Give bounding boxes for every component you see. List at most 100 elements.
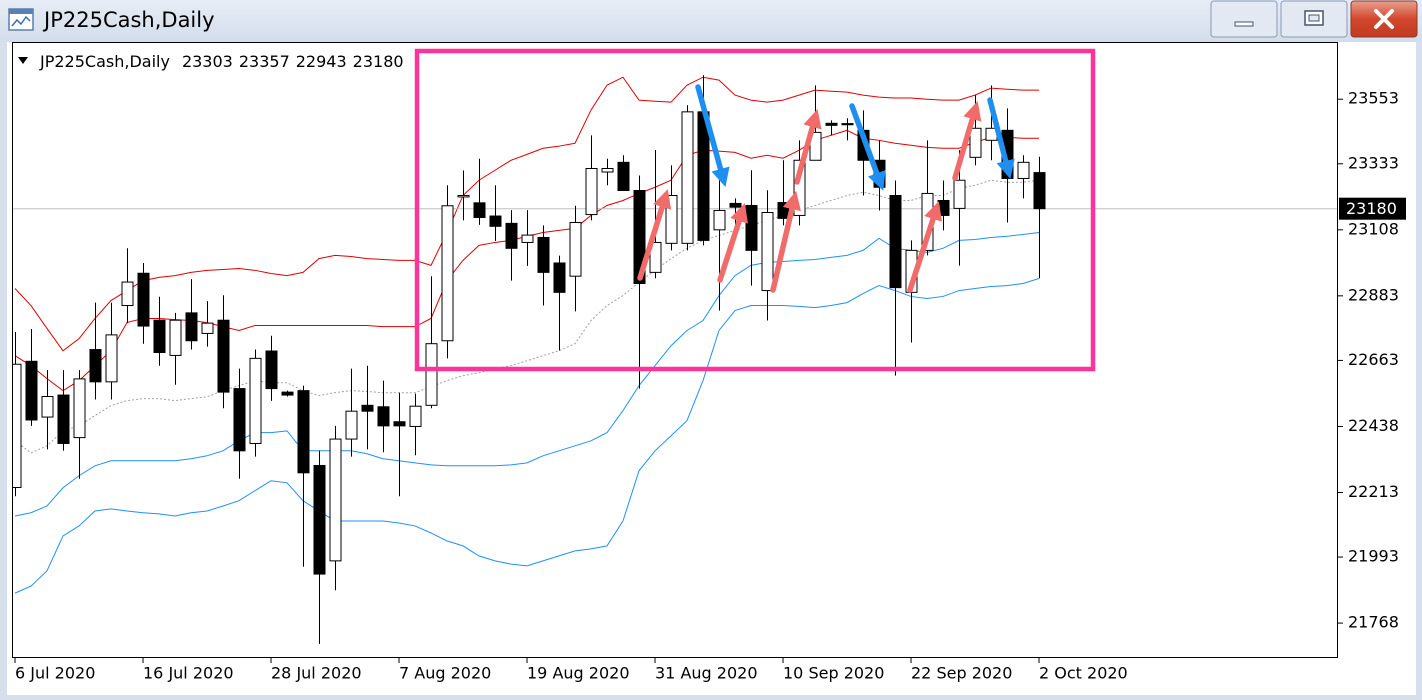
candle-body: [569, 221, 582, 277]
candle-body: [409, 405, 422, 427]
y-tick-label: 21993: [1348, 547, 1399, 566]
close-button[interactable]: [1350, 0, 1418, 38]
indicator-line: [14, 179, 1040, 454]
title-bar: [0, 0, 1422, 42]
axes-layer: 21768 21993 22213 22438 22663 22883 23108 23333…: [14, 89, 1406, 683]
highlight-box: [414, 48, 1096, 372]
price-label: 23180: [1346, 199, 1397, 218]
candle-body: [105, 334, 118, 383]
x-tick-label: 7 Aug 2020: [399, 664, 491, 683]
candle-body: [489, 215, 502, 227]
y-tick-label: 23553: [1348, 89, 1399, 108]
candle-body: [249, 357, 262, 444]
candle-body: [825, 122, 838, 126]
symbol-label: JP225Cash,Daily: [39, 52, 170, 71]
candle-body: [201, 322, 214, 334]
candle-body: [809, 131, 822, 161]
up-arrow: [637, 189, 672, 281]
candle-body: [441, 205, 454, 342]
candle-body: [425, 343, 438, 406]
candle-body: [169, 319, 182, 356]
candle-body: [633, 189, 646, 285]
y-tick-label: 22663: [1348, 350, 1399, 369]
candle-body: [521, 234, 534, 243]
candle-body: [1033, 172, 1046, 210]
candle-body: [345, 410, 358, 440]
close-value: 23180: [353, 52, 404, 71]
candle-body: [233, 388, 246, 452]
chart-header: JP225Cash,Daily 23303 23357 22943 23180: [39, 52, 404, 71]
candle-body: [777, 202, 790, 219]
up-arrow: [717, 203, 749, 283]
candle-body: [329, 438, 342, 562]
plot-layer: [13, 75, 1337, 644]
up-arrow: [770, 190, 801, 293]
candle-body: [601, 167, 614, 173]
candle-body: [57, 394, 70, 444]
price-label-box: [1339, 197, 1406, 220]
candle-body: [89, 349, 102, 383]
candle-body: [297, 390, 310, 474]
plot-area: [12, 42, 1338, 658]
down-arrow: [695, 84, 730, 188]
window-icon: [8, 8, 34, 31]
candle-body: [713, 209, 726, 231]
candle-body: [313, 464, 326, 575]
candle-body: [13, 363, 22, 488]
candle-body: [553, 262, 566, 293]
candle-body: [681, 111, 694, 244]
minimize-button[interactable]: [1210, 0, 1278, 38]
header-arrow-icon: [18, 57, 28, 64]
candle-body: [1017, 161, 1030, 179]
x-tick-label: 16 Jul 2020: [143, 664, 234, 683]
candle-body: [41, 396, 54, 418]
indicator-line: [14, 231, 1040, 517]
candle-body: [217, 319, 230, 393]
candle-body: [185, 312, 198, 342]
candle-body: [361, 404, 374, 412]
up-arrow: [794, 108, 822, 185]
candle-body: [889, 194, 902, 289]
candle-body: [137, 272, 150, 327]
candle-body: [617, 161, 630, 191]
indicator-line: [14, 278, 1040, 594]
down-arrow: [987, 97, 1015, 180]
candle-body: [745, 204, 758, 251]
y-tick-label: 22438: [1348, 416, 1399, 435]
x-tick-label: 28 Jul 2020: [271, 664, 362, 683]
candle-body: [505, 222, 518, 249]
annotation-arrows: [637, 84, 1015, 293]
y-tick-label: 23108: [1348, 219, 1399, 238]
y-tick-label: 21768: [1348, 613, 1399, 632]
x-tick-label: 31 Aug 2020: [655, 664, 758, 683]
candle-body: [665, 194, 678, 244]
x-tick-label: 22 Sep 2020: [911, 664, 1012, 683]
candle-body: [937, 199, 950, 216]
candle-body: [121, 281, 134, 307]
candle-body: [153, 319, 166, 353]
x-tick-label: 19 Aug 2020: [527, 664, 630, 683]
down-arrow: [849, 103, 886, 191]
low-value: 22943: [296, 52, 347, 71]
candle-body: [73, 378, 86, 439]
open-value: 23303: [182, 52, 233, 71]
candle-body: [25, 360, 38, 421]
candle-body: [473, 202, 486, 218]
up-arrow: [907, 201, 943, 293]
candle-body: [841, 123, 854, 126]
x-tick-label: 6 Jul 2020: [15, 664, 95, 683]
candle-body: [793, 159, 806, 216]
indicator-line: [14, 76, 1039, 352]
candle-body: [265, 350, 278, 390]
maximize-button[interactable]: [1280, 0, 1348, 38]
y-tick-label: 23333: [1348, 153, 1399, 172]
candle-body: [537, 236, 550, 273]
candle-body: [281, 391, 294, 396]
candle-body: [377, 406, 390, 427]
candle-body: [457, 194, 470, 198]
candle-body: [649, 241, 662, 273]
x-tick-label: 2 Oct 2020: [1039, 664, 1128, 683]
up-arrow: [952, 101, 982, 181]
